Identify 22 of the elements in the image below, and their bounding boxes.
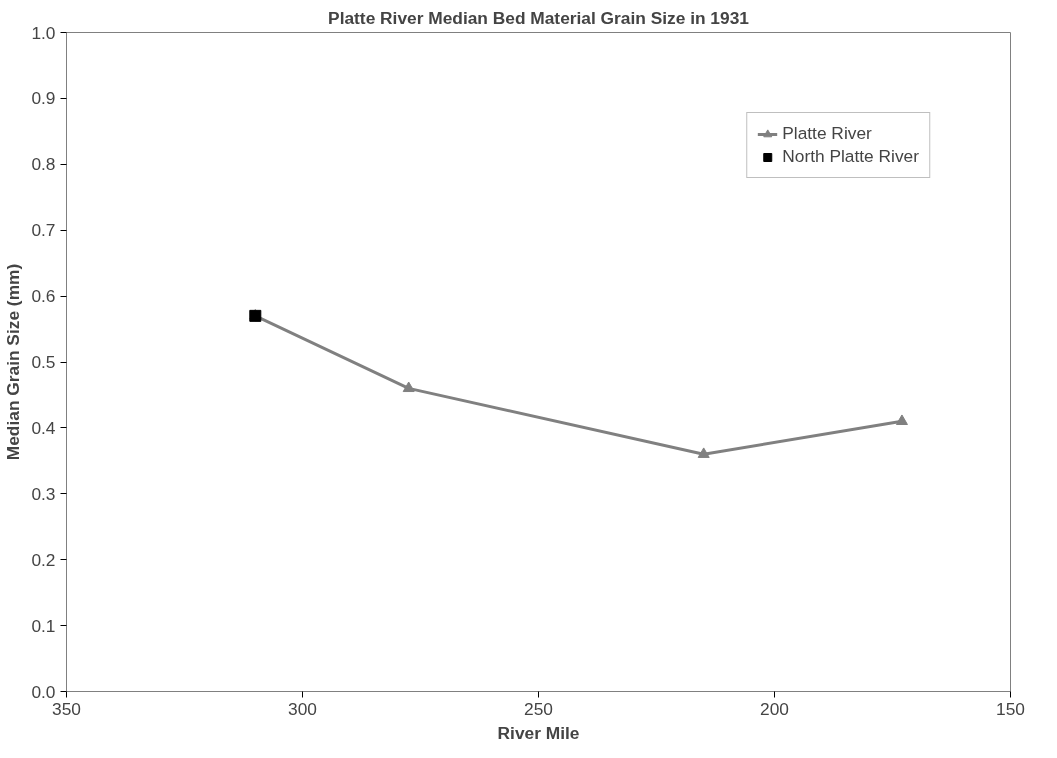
point	[402, 381, 415, 393]
x-tick-label: 300	[288, 698, 317, 719]
legend-label: Platte River	[782, 123, 872, 144]
y-tick-label: 0.1	[31, 615, 56, 636]
y-tick-label: 0.3	[31, 483, 56, 504]
y-tick-label: 0.9	[31, 88, 56, 109]
x-tick-label: 200	[760, 698, 789, 719]
x-tick-label: 250	[524, 698, 553, 719]
y-tick-label: 0.8	[31, 154, 56, 175]
y-tick-label: 0.5	[31, 352, 56, 372]
y-axis-title: Median Grain Size (mm)	[3, 263, 24, 461]
x-axis-title: River Mile	[497, 722, 580, 743]
y-tick-label: 0.4	[31, 417, 56, 438]
chart-title: Platte River Median Bed Material Grain Size in 1931	[328, 7, 750, 28]
y-tick-label: 1.0	[31, 22, 56, 43]
point	[895, 414, 908, 425]
y-tick-label: 0.2	[31, 549, 56, 570]
y-tick-label: 0.7	[31, 220, 56, 241]
point	[697, 447, 710, 458]
x-tick-label: 150	[996, 698, 1025, 719]
y-tick-label: 0.6	[31, 286, 56, 307]
legend-label: North Platte River	[782, 146, 919, 167]
